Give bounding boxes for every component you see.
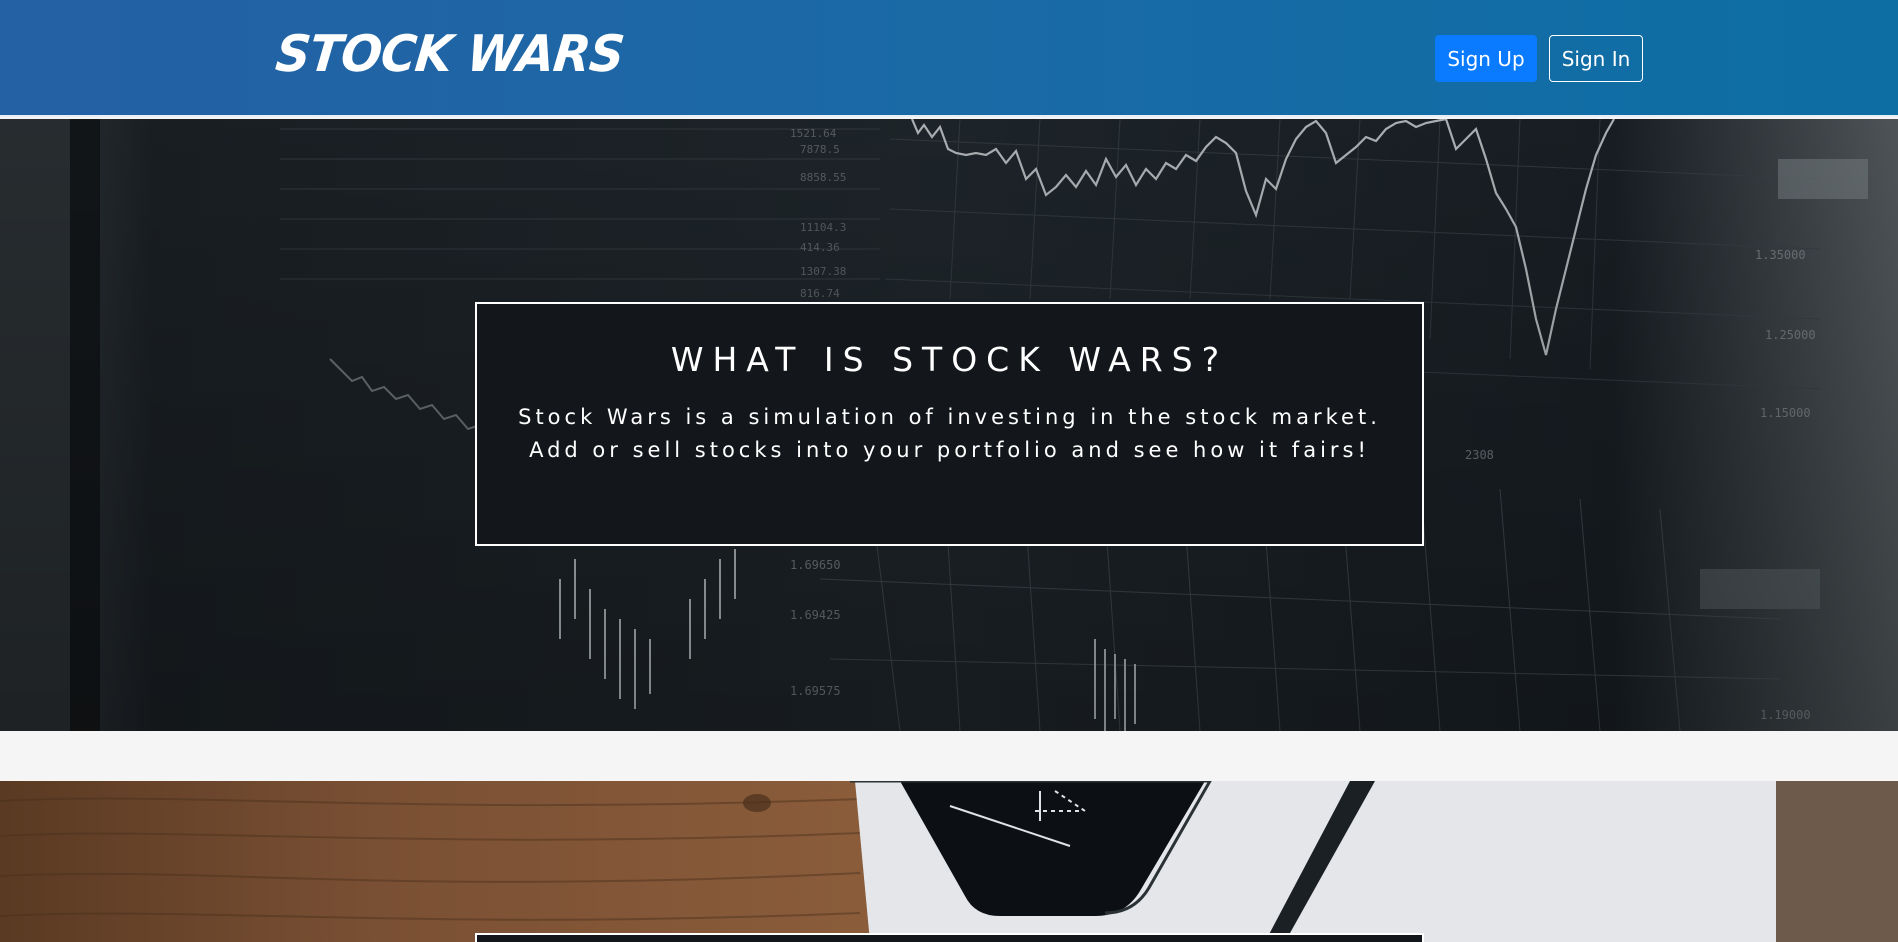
hero-section: 1521.64 7878.5 8858.55 11104.3 414.36 13… [0,119,1898,731]
sign-in-button[interactable]: Sign In [1549,35,1643,82]
second-info-box-partial [475,933,1424,942]
top-navbar: STOCK WARS Sign Up Sign In [0,0,1898,117]
site-logo[interactable]: STOCK WARS [272,24,627,84]
about-description: Stock Wars is a simulation of investing … [518,405,1381,462]
desk-scene-image [0,781,1898,942]
section-divider [0,731,1898,781]
desk-tablet-background-image [0,781,1898,942]
sign-up-button[interactable]: Sign Up [1435,35,1537,82]
stock-monitor-background-image: 1521.64 7878.5 8858.55 11104.3 414.36 13… [0,119,1898,731]
about-title: WHAT IS STOCK WARS? [670,340,1229,379]
about-info-box: WHAT IS STOCK WARS? Stock Wars is a simu… [475,302,1424,546]
